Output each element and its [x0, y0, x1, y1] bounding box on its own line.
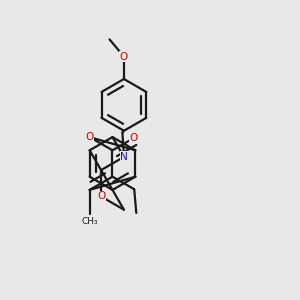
Text: CH₃: CH₃ [81, 217, 98, 226]
Text: O: O [129, 133, 138, 143]
Text: O: O [97, 191, 105, 202]
Text: O: O [120, 52, 128, 61]
Text: N: N [120, 152, 128, 162]
Text: O: O [85, 132, 94, 142]
